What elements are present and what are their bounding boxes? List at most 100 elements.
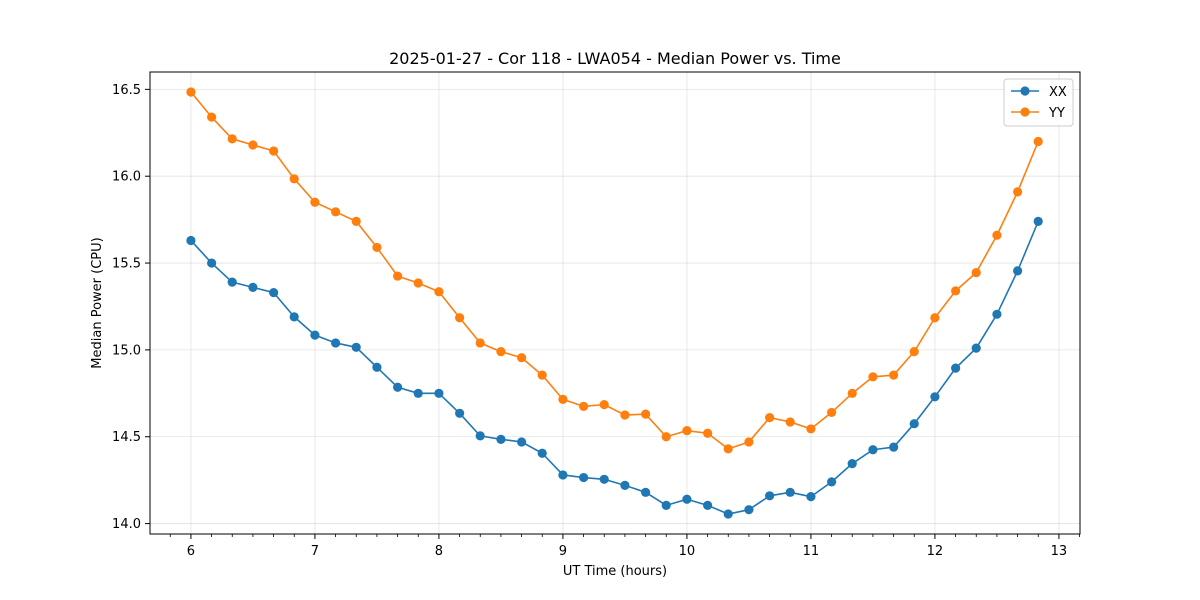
data-point-xx <box>269 287 279 298</box>
x-tick-label: 7 <box>311 544 319 559</box>
y-tick-label: 14.0 <box>112 517 141 532</box>
plot-frame <box>149 71 1081 535</box>
grid-layer <box>150 72 1080 534</box>
data-point-yy <box>868 372 878 382</box>
y-tick-label: 14.5 <box>112 430 141 445</box>
data-point-xx <box>661 500 671 510</box>
data-point-yy <box>227 134 237 144</box>
data-point-xx <box>744 505 754 515</box>
data-point-yy <box>951 286 961 296</box>
data-point-yy <box>641 409 651 419</box>
data-point-yy <box>971 268 981 278</box>
legend: XX YY <box>1003 78 1074 127</box>
data-point-xx <box>186 235 196 246</box>
data-point-xx <box>847 459 857 469</box>
data-point-yy <box>331 207 341 217</box>
data-point-xx <box>434 388 444 398</box>
data-point-xx <box>765 491 775 501</box>
data-point-xx <box>703 500 713 510</box>
data-point-yy <box>930 313 940 323</box>
data-point-yy <box>703 428 713 438</box>
data-point-xx <box>806 492 816 502</box>
data-point-xx <box>599 474 609 484</box>
data-point-xx <box>785 487 795 497</box>
data-point-yy <box>744 437 754 447</box>
data-point-yy <box>889 370 899 380</box>
data-point-xx <box>951 363 961 373</box>
data-point-xx <box>455 408 465 418</box>
data-point-xx <box>289 312 299 322</box>
data-point-xx <box>331 338 341 348</box>
data-point-yy <box>806 424 816 434</box>
data-point-xx <box>827 477 837 487</box>
data-point-yy <box>455 313 465 323</box>
data-point-xx <box>682 494 692 504</box>
series-layer <box>186 87 1043 519</box>
data-point-yy <box>351 216 361 226</box>
tick-layer: 6 7 8 9 10 11 12 13 14.0 14.5 15.0 15.5 16.0 16.5 <box>112 83 1080 559</box>
data-point-xx <box>1033 216 1043 226</box>
data-point-xx <box>227 277 237 287</box>
data-point-yy <box>207 112 217 122</box>
data-point-yy <box>558 394 568 404</box>
data-point-yy <box>517 353 527 363</box>
data-point-xx <box>641 487 651 497</box>
data-point-yy <box>269 146 279 156</box>
data-point-yy <box>827 407 837 418</box>
data-point-xx <box>351 342 361 352</box>
data-point-yy <box>723 444 733 454</box>
data-point-yy <box>599 400 609 410</box>
data-point-xx <box>1013 266 1023 276</box>
data-point-xx <box>558 470 568 480</box>
y-axis-title: Median Power (CPU) <box>90 237 105 368</box>
series-line-xx <box>190 221 1039 515</box>
data-point-xx <box>930 392 940 402</box>
data-point-xx <box>868 445 878 455</box>
data-point-xx <box>537 448 547 458</box>
data-point-yy <box>1033 136 1043 147</box>
data-point-xx <box>475 431 485 441</box>
data-point-yy <box>186 87 196 97</box>
data-point-xx <box>310 330 320 340</box>
data-point-yy <box>372 242 382 253</box>
x-tick-label: 6 <box>187 544 195 559</box>
y-tick-label: 16.5 <box>112 83 141 98</box>
legend-label-yy: YY <box>1048 106 1065 121</box>
data-point-yy <box>847 388 857 398</box>
data-point-xx <box>207 258 217 268</box>
data-point-xx <box>372 362 382 372</box>
data-point-yy <box>682 426 692 436</box>
data-point-xx <box>909 419 919 429</box>
data-point-yy <box>765 413 775 423</box>
x-tick-label: 13 <box>1051 544 1068 559</box>
data-point-yy <box>475 338 485 348</box>
data-point-yy <box>289 174 299 184</box>
data-point-xx <box>971 343 981 353</box>
data-point-xx <box>413 388 423 398</box>
data-point-yy <box>909 347 919 357</box>
x-tick-label: 12 <box>927 544 944 559</box>
data-point-xx <box>517 437 527 447</box>
data-point-yy <box>579 401 589 411</box>
data-point-xx <box>620 480 630 490</box>
data-point-xx <box>723 509 733 519</box>
data-point-yy <box>537 370 547 380</box>
data-point-xx <box>579 472 589 483</box>
data-point-yy <box>248 140 258 150</box>
data-point-yy <box>1013 187 1023 197</box>
data-point-yy <box>434 287 444 297</box>
y-tick-label: 16.0 <box>112 170 141 185</box>
data-point-yy <box>785 417 795 427</box>
data-point-yy <box>413 278 423 288</box>
data-point-yy <box>393 271 403 281</box>
series-line-yy <box>190 91 1039 450</box>
y-tick-label: 15.0 <box>112 343 141 358</box>
chart-title: 2025-01-27 - Cor 118 - LWA054 - Median P… <box>389 49 841 68</box>
data-point-xx <box>393 382 403 392</box>
data-point-xx <box>496 434 506 444</box>
data-point-yy <box>496 347 506 357</box>
x-tick-label: 11 <box>803 544 820 559</box>
data-point-yy <box>661 432 671 442</box>
